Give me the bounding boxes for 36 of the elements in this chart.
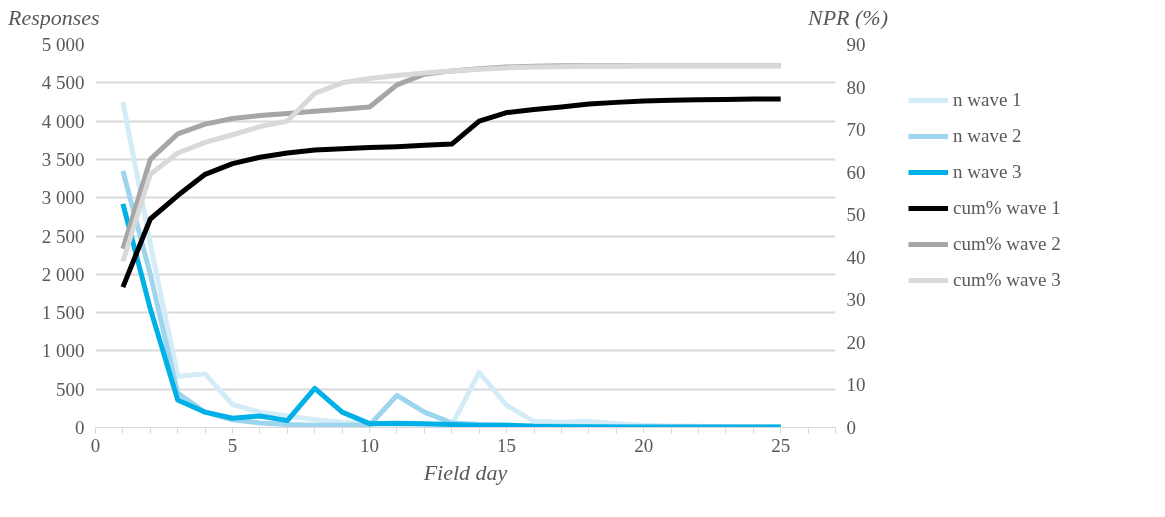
y2-tick-label: 0 <box>846 417 856 438</box>
x-tick-label: 25 <box>771 434 791 456</box>
y-tick-label: 1 000 <box>41 340 85 362</box>
x-tick-label: 0 <box>90 434 101 456</box>
y2-tick-label: 50 <box>846 204 866 226</box>
y-tick-label: 2 000 <box>41 263 85 285</box>
legend-label: cum% wave 2 <box>953 233 1061 255</box>
x-tick-label: 5 <box>227 434 238 456</box>
y-tick-label: 500 <box>56 378 85 400</box>
y2-axis-title: NPR (%) <box>807 4 888 32</box>
y2-tick-label: 30 <box>846 289 866 311</box>
y-tick-label: 5 000 <box>41 34 85 55</box>
y-tick-label: 2 500 <box>41 225 85 247</box>
y2-tick-label: 70 <box>846 119 866 141</box>
x-tick-label: 15 <box>497 434 517 456</box>
y2-tick-label: 60 <box>846 161 866 183</box>
legend-label: cum% wave 1 <box>953 197 1061 219</box>
x-axis-title: Field day <box>422 459 508 485</box>
y2-tick-label: 90 <box>846 34 866 55</box>
y-axis-title: Responses <box>8 4 100 32</box>
y-tick-label: 4 500 <box>41 72 85 94</box>
y2-tick-label: 20 <box>846 331 866 353</box>
legend-label: cum% wave 3 <box>953 269 1061 291</box>
x-tick-label: 20 <box>634 434 654 456</box>
x-tick-label: 10 <box>360 434 380 456</box>
legend-label: n wave 1 <box>953 89 1022 111</box>
y2-tick-label: 40 <box>846 246 866 268</box>
y2-tick-label: 10 <box>846 374 866 396</box>
legend-label: n wave 3 <box>953 161 1022 183</box>
y-tick-label: 0 <box>75 417 85 438</box>
y-tick-label: 3 000 <box>41 187 85 209</box>
y-tick-label: 4 000 <box>41 110 85 132</box>
y2-tick-label: 80 <box>846 76 866 98</box>
y-tick-label: 1 500 <box>41 302 85 324</box>
y-tick-label: 3 500 <box>41 148 85 170</box>
legend-label: n wave 2 <box>953 125 1022 147</box>
